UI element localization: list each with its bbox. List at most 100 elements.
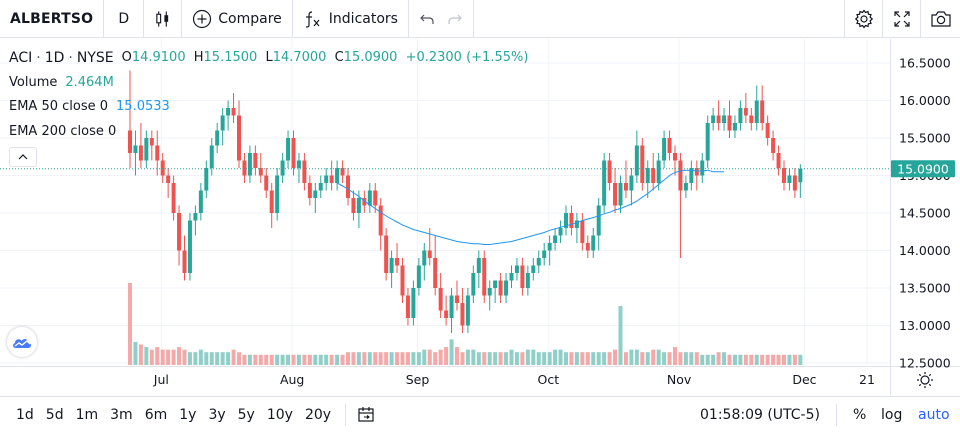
candle [487,280,492,311]
volume-bar [367,352,372,365]
range-20y[interactable]: 20y [304,407,332,423]
candle [296,153,301,183]
candle-body [155,145,160,161]
range-1d[interactable]: 1d [16,407,34,423]
range-6m[interactable]: 6m [144,407,168,423]
range-5y[interactable]: 5y [237,407,255,423]
volume-bar [275,354,280,365]
volume-bar [525,349,530,365]
candle-body [716,115,721,123]
volume-bar [427,349,432,365]
candle [558,220,563,243]
candle [613,168,618,213]
settings-button[interactable] [844,0,882,38]
ema-50-line [336,169,725,245]
candle [204,160,209,198]
compare-button[interactable]: Compare [182,0,293,38]
symbol-search[interactable]: ALBERTSO [0,0,105,38]
range-3m[interactable]: 3m [110,407,133,423]
volume-bar [776,354,781,365]
settings-icon [854,9,873,29]
candle [313,183,318,213]
candle-body [782,168,786,183]
candle-body [384,235,389,273]
candle-body [302,160,307,183]
range-divider [345,404,347,426]
fullscreen-button[interactable] [882,0,920,38]
legend-exchange: NYSE [76,50,114,66]
candle-body [269,190,274,213]
candle [749,108,754,131]
candle-body [749,115,754,123]
auto-toggle[interactable]: auto [918,407,950,423]
candle-body [242,160,247,176]
volume-row[interactable]: Volume 2.464M [9,71,528,96]
candle-body [362,198,367,206]
price-tick-label: 13.0000 [899,318,951,333]
candle-body [209,145,214,168]
candle [509,265,514,288]
range-10y[interactable]: 10y [266,407,293,423]
volume-bar [558,349,563,365]
candle [422,243,427,281]
candle-body [618,183,623,206]
candle [433,235,438,296]
candle [634,130,639,183]
candle [640,138,645,191]
candle-body [607,160,612,183]
price-chart[interactable]: 16.500016.000015.500015.000014.500014.00… [0,39,960,395]
ema50-row[interactable]: EMA 50 close 0 15.0533 [9,95,528,120]
range-1y[interactable]: 1y [179,407,197,423]
time-tick-label: Nov [667,372,692,387]
candle [787,168,792,191]
open-value: 14.9100 [131,50,186,65]
range-1m[interactable]: 1m [75,407,99,423]
volume-bar [133,341,138,365]
volume-bar [269,354,274,365]
legend-ticker[interactable]: ACI [9,50,33,66]
ema200-row[interactable]: EMA 200 close 0 [9,120,528,145]
volume-label: Volume [9,74,58,90]
indicators-button[interactable]: Indicators [293,0,409,38]
candle-body [449,295,454,318]
price-tick-label: 16.5000 [899,56,951,71]
volume-bar [662,352,667,365]
axis-settings-button[interactable] [917,372,933,388]
calendar-range-icon[interactable] [356,406,376,424]
candle-body [411,288,416,318]
candle [460,288,465,333]
volume-bar [482,352,487,365]
range-3y[interactable]: 3y [208,407,226,423]
candle-body [340,168,345,176]
volume-bar [465,349,470,365]
volume-bar [264,354,269,365]
candle-body [574,220,579,228]
snapshot-button[interactable] [920,0,960,38]
clock-time[interactable]: 01:58:09 (UTC-5) [700,407,820,423]
volume-bar [149,349,154,365]
candle [782,160,786,191]
volume-bar [247,354,252,365]
log-toggle[interactable]: log [881,407,903,423]
redo-button[interactable] [441,0,474,38]
candle [542,243,547,266]
candle-body [656,160,661,183]
candle [498,273,503,303]
candle-body [149,138,154,146]
candle [307,175,312,206]
percent-toggle[interactable]: % [853,407,867,423]
brand-logo[interactable] [7,327,37,357]
candle [651,153,656,191]
volume-bar [711,354,716,365]
volume-bar [683,352,688,365]
candle [798,164,803,198]
chart-style-button[interactable] [144,0,183,38]
interval-button[interactable]: D [104,0,145,38]
collapse-legend-button[interactable] [9,147,37,167]
range-5d[interactable]: 5d [45,407,64,423]
volume-bar [493,352,498,365]
time-tick-label: Jul [153,372,169,387]
undo-button[interactable] [409,0,441,38]
volume-bar [455,347,459,365]
volume-bar [177,347,182,365]
